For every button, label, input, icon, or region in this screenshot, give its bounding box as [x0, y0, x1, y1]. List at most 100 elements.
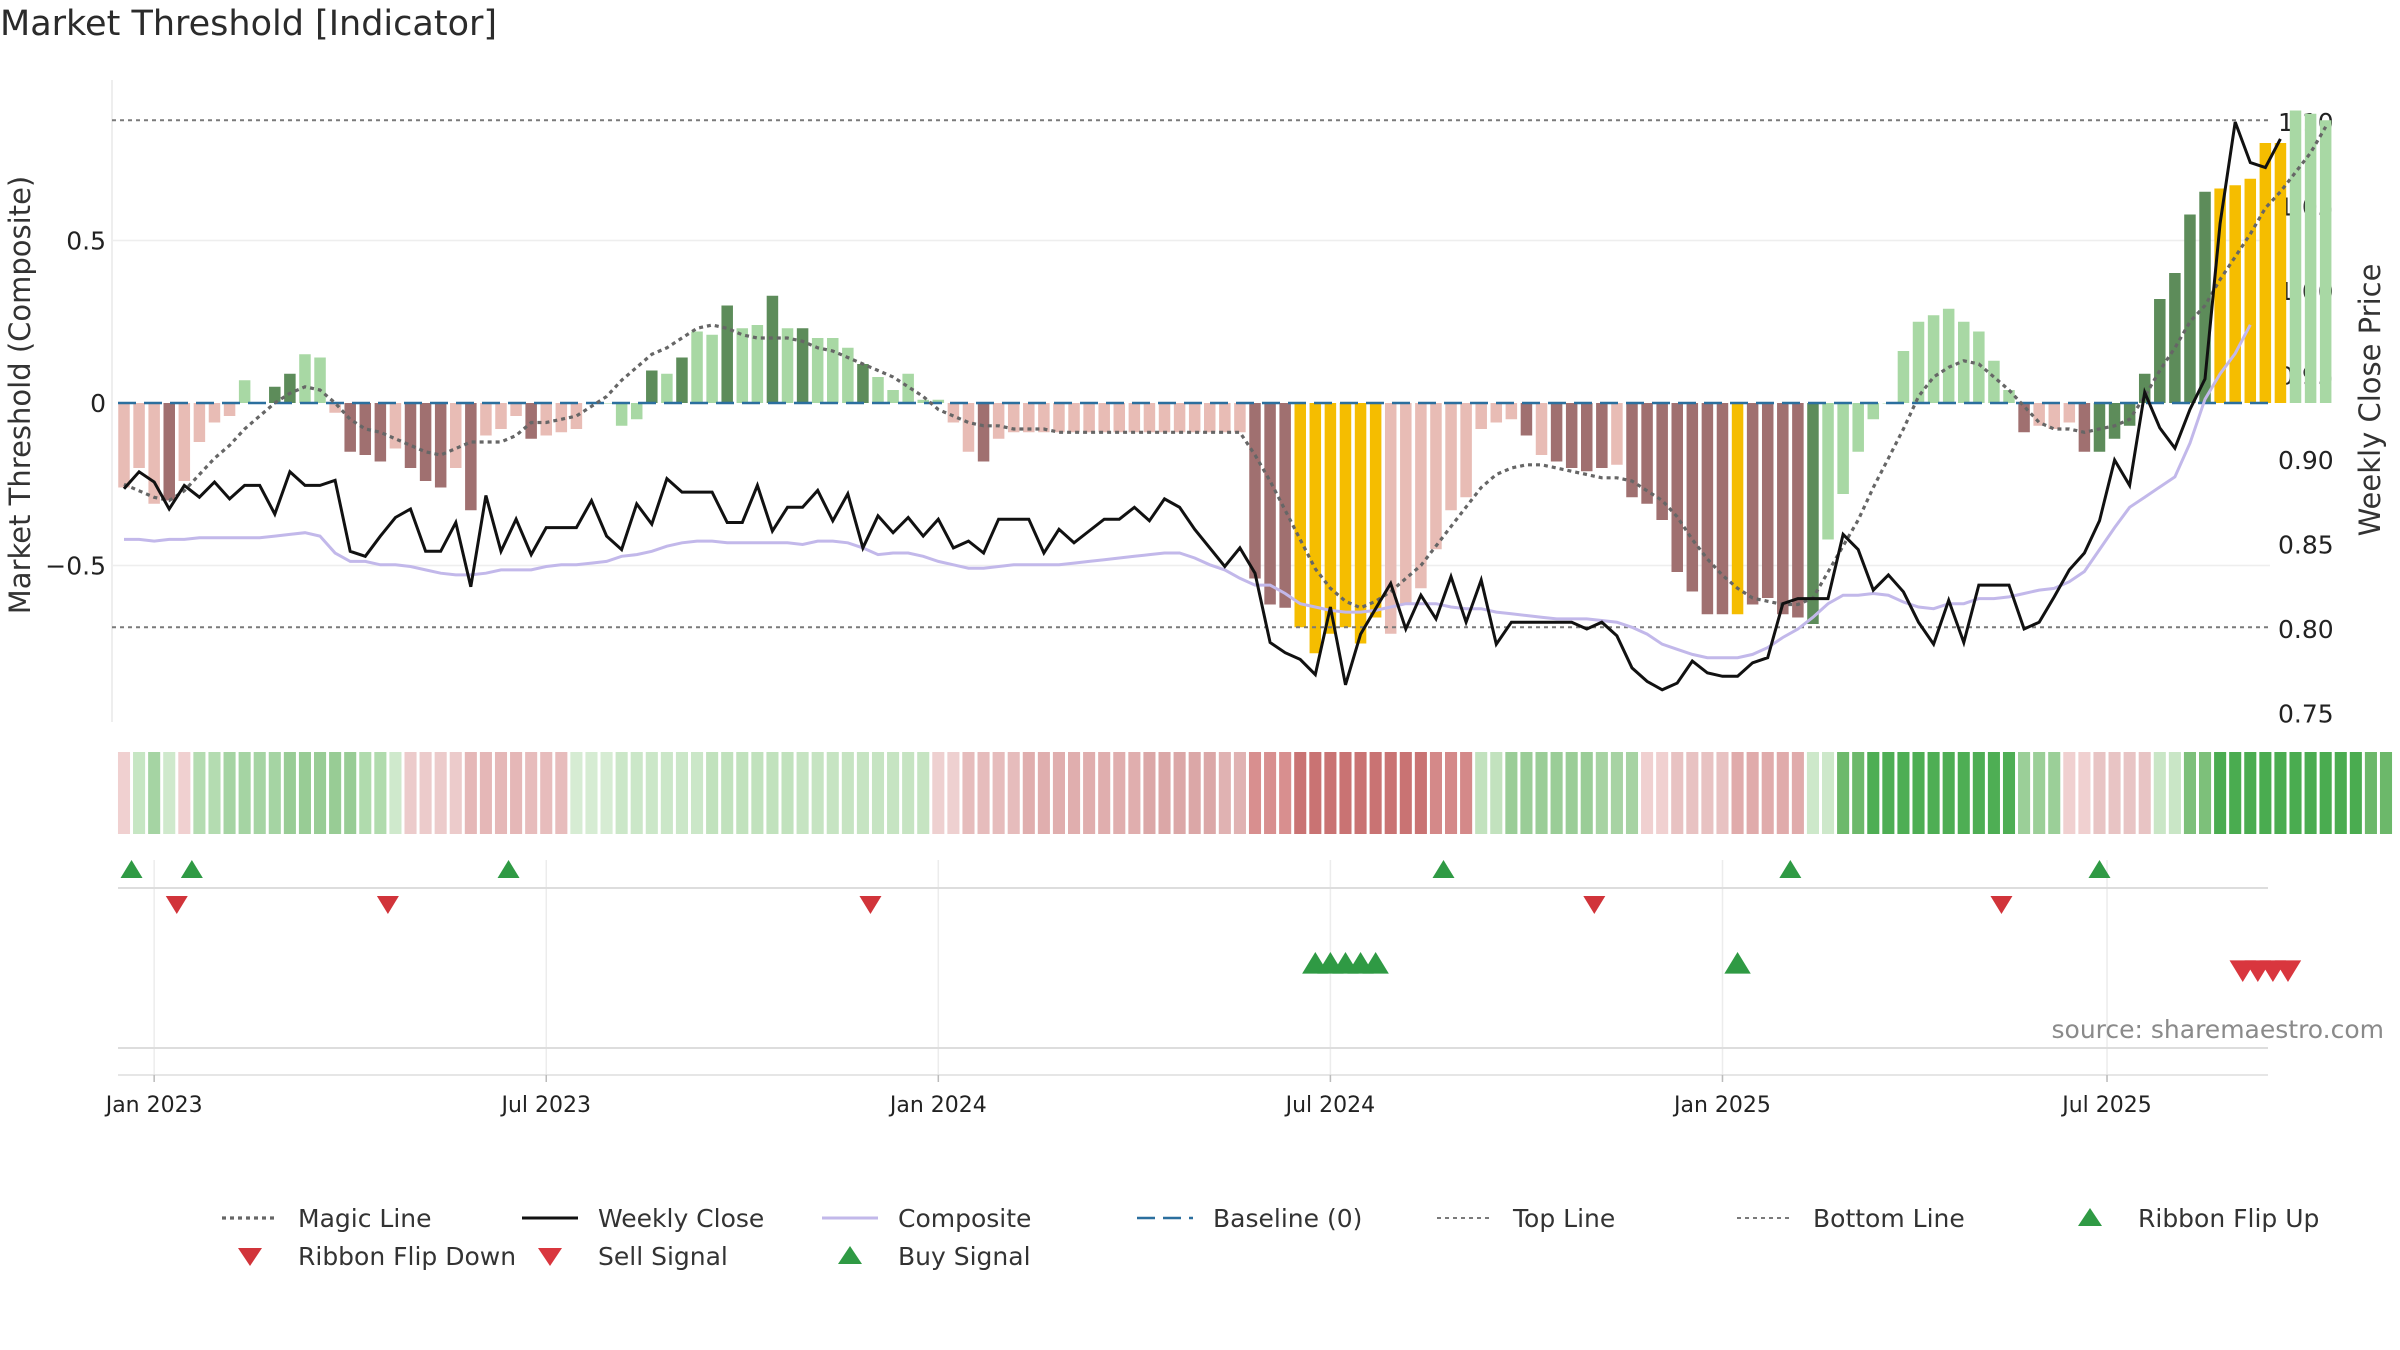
y-tick-label: 0.5 — [66, 227, 106, 256]
ribbon-cell — [841, 752, 854, 834]
composite-bar — [932, 399, 945, 403]
legend-swatch-flipUp — [2078, 1208, 2102, 1226]
composite-bar — [2259, 143, 2272, 403]
legend-item-sell: Sell Signal — [520, 1238, 728, 1274]
ribbon-cell — [2183, 752, 2196, 834]
buy-signal-marker — [1724, 952, 1751, 974]
composite-bar — [450, 403, 462, 468]
ribbon-cell — [1007, 752, 1020, 834]
composite-bar — [615, 403, 628, 426]
ribbon-cell — [1867, 752, 1880, 834]
ribbon-cell — [1173, 752, 1186, 834]
ribbon-cell — [1143, 752, 1156, 834]
composite-bar — [2078, 403, 2091, 452]
ribbon-cell — [1610, 752, 1623, 834]
ribbon-cell — [1791, 752, 1804, 834]
composite-bar — [1973, 331, 1985, 403]
composite-bar — [1867, 403, 1880, 420]
ribbon-cell — [404, 752, 417, 834]
ribbon-cell — [751, 752, 764, 834]
composite-bar — [434, 403, 447, 488]
composite-bar — [510, 403, 522, 416]
legend-swatch-baseline — [1137, 1216, 1193, 1220]
ribbon-cell — [1957, 752, 1970, 834]
ribbon-cell — [1852, 752, 1865, 834]
ribbon-cell — [1083, 752, 1096, 834]
composite-bar — [2274, 143, 2287, 403]
ribbon-cell — [419, 752, 432, 834]
ribbon-cell — [766, 752, 779, 834]
ribbon-cell — [2048, 752, 2061, 834]
composite-bars — [118, 110, 2332, 654]
composite-bar — [962, 403, 975, 452]
composite-bar — [1837, 403, 1849, 494]
y2-tick-label: 0.90 — [2278, 446, 2334, 475]
legend-swatch-top — [1437, 1217, 1493, 1219]
legend-label: Composite — [898, 1203, 1032, 1233]
composite-bar — [1324, 403, 1337, 634]
magic-line — [123, 125, 2328, 610]
ribbon-cell — [1520, 752, 1533, 834]
ribbon-flip-up-marker — [1779, 860, 1802, 878]
composite-bar — [1143, 403, 1156, 433]
composite-bar — [540, 403, 552, 436]
y-tick-label: 0 — [90, 389, 106, 418]
x-tick-label: Jan 2023 — [104, 1093, 203, 1118]
composite-bar — [193, 403, 206, 442]
ribbon-cell — [1837, 752, 1850, 834]
ribbon-cell — [1746, 752, 1759, 834]
ribbon-cell — [1339, 752, 1352, 834]
buy-signal-marker — [1362, 952, 1389, 974]
ribbon-cell — [1942, 752, 1955, 834]
composite-bar — [495, 403, 507, 429]
ribbon-cell — [992, 752, 1005, 834]
composite-bar — [2123, 403, 2136, 426]
ribbon-cell — [1068, 752, 1081, 834]
ribbon-cell — [570, 752, 583, 834]
composite-bar — [1309, 403, 1322, 654]
ribbon-cell — [1218, 752, 1231, 834]
composite-bar — [133, 403, 145, 468]
ribbon-cell — [811, 752, 824, 834]
ribbon-cell — [585, 752, 598, 834]
composite-bar — [887, 390, 899, 403]
composite-bar — [1264, 403, 1276, 605]
composite-bar — [1369, 403, 1382, 618]
ribbon-flip-down-marker — [1583, 896, 1606, 914]
ribbon-flip-up-marker — [120, 860, 143, 878]
composite-bar — [1927, 315, 1940, 403]
ribbon-cell — [2138, 752, 2151, 834]
ribbon-cell — [374, 752, 387, 834]
ribbon-cell — [1445, 752, 1458, 834]
composite-bar — [2214, 188, 2226, 403]
ribbon-cell — [449, 752, 462, 834]
ribbon-cell — [1158, 752, 1171, 834]
ribbon-cell — [133, 752, 146, 834]
legend-swatch-magic — [222, 1216, 278, 1220]
ribbon-cell — [781, 752, 794, 834]
composite-line — [124, 324, 2252, 660]
composite-bar — [1746, 403, 1759, 605]
legend-label: Sell Signal — [598, 1241, 728, 1271]
ribbon-cell — [902, 752, 915, 834]
ribbon-cell — [117, 752, 131, 834]
composite-bar — [480, 403, 492, 436]
ribbon-cell — [2063, 752, 2076, 834]
composite-bar — [691, 331, 703, 403]
ribbon-flip-up-marker — [1432, 860, 1455, 878]
legend-label: Weekly Close — [598, 1203, 765, 1233]
composite-bar — [1173, 403, 1186, 433]
ribbon-flip-down-marker — [376, 896, 399, 914]
composite-bar — [284, 373, 296, 403]
ribbon-cell — [298, 752, 311, 834]
composite-bar — [1219, 403, 1231, 433]
composite-bar — [555, 403, 568, 433]
ribbon-cell — [871, 752, 885, 834]
ribbon-cell — [1987, 752, 2000, 834]
ribbon-cell — [479, 752, 492, 834]
ribbon-cell — [1354, 752, 1367, 834]
composite-bar — [1083, 403, 1095, 433]
ribbon-cell — [1731, 752, 1744, 834]
ribbon-cell — [1716, 752, 1729, 834]
ribbon-cell — [1882, 752, 1895, 834]
